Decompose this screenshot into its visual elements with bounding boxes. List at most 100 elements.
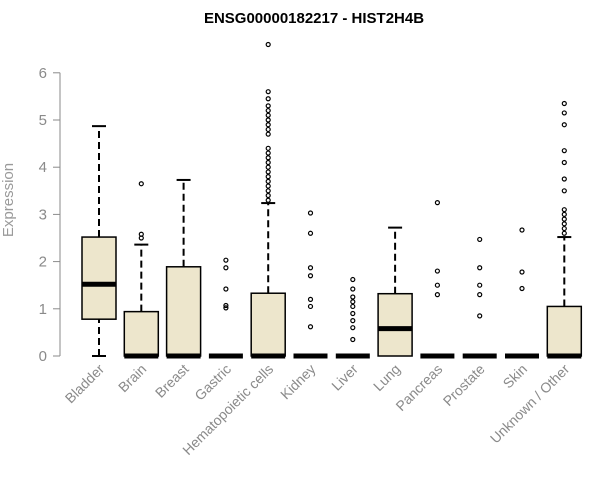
x-tick-label: Brain [115, 361, 149, 395]
outlier-point [265, 192, 271, 199]
outlier-point [561, 230, 567, 236]
outlier-point [265, 126, 271, 133]
outlier-point [561, 148, 567, 154]
outlier-point [350, 310, 356, 317]
outlier-point [265, 107, 271, 114]
box-group [462, 236, 497, 359]
box [377, 292, 413, 357]
outlier-point [561, 211, 567, 217]
x-tick-label: Bladder [62, 361, 108, 407]
outlier-point [477, 313, 483, 319]
outlier-point [265, 131, 271, 137]
outlier-point [138, 181, 144, 187]
y-tick-label: 1 [39, 301, 47, 318]
outlier-point [434, 200, 440, 206]
box-group [81, 125, 117, 357]
outlier-point [350, 299, 356, 305]
outlier-point [477, 236, 483, 243]
outlier-point [434, 292, 440, 298]
outlier-point [307, 296, 314, 302]
box-group [293, 210, 328, 359]
chart-title: ENSG00000182217 - HIST2H4B [204, 10, 424, 27]
x-tick-label: Breast [152, 361, 192, 401]
outlier-point [265, 89, 271, 95]
outlier-point [138, 231, 144, 237]
outlier-point [265, 164, 271, 170]
x-tick-label: Kidney [277, 361, 319, 403]
outlier-point [265, 122, 271, 128]
outlier-point [434, 282, 440, 288]
outlier-point [307, 210, 314, 216]
y-tick-label: 2 [39, 254, 47, 271]
outlier-point [265, 178, 271, 184]
outlier-point [350, 276, 356, 283]
outlier-point [265, 145, 271, 151]
outlier-point [561, 176, 567, 182]
outlier-point [350, 286, 356, 292]
outlier-point [477, 292, 483, 298]
box-group [335, 276, 370, 359]
outlier-point [561, 221, 567, 227]
outlier-point [519, 285, 525, 292]
outlier-point [265, 197, 271, 203]
outlier-point [561, 188, 567, 194]
outlier-point [223, 257, 229, 263]
outlier-point [307, 324, 314, 330]
outlier-point [265, 174, 271, 180]
box-group [377, 226, 413, 357]
outlier-point [265, 117, 271, 123]
outlier-point [265, 112, 271, 118]
box-group [505, 227, 539, 359]
outlier-point [350, 325, 356, 331]
box-group [208, 257, 243, 359]
outlier-point [477, 265, 483, 271]
box-group [420, 200, 455, 359]
outlier-point [561, 110, 567, 116]
box [546, 305, 583, 357]
box-group [165, 178, 202, 359]
y-tick-label: 6 [39, 65, 47, 82]
outlier-point [223, 302, 229, 309]
outlier-point [519, 227, 525, 233]
outlier-point [350, 303, 356, 310]
outlier-point [307, 265, 314, 271]
outlier-point [561, 207, 567, 213]
x-tick-label: Prostate [440, 361, 488, 409]
outlier-point [561, 159, 567, 166]
box [81, 236, 117, 320]
outlier-point [265, 150, 271, 156]
outlier-point [265, 41, 271, 48]
y-tick-label: 0 [39, 348, 47, 365]
outlier-point [350, 318, 356, 324]
x-tick-label: Unknown / Other [487, 361, 573, 447]
outlier-point [561, 122, 567, 128]
outlier-point [265, 188, 271, 194]
box-group [123, 181, 160, 359]
box-group [546, 100, 583, 359]
x-tick-label: Skin [500, 361, 531, 392]
outlier-point [307, 230, 314, 236]
x-tick-label: Lung [370, 361, 403, 394]
outlier-point [561, 100, 567, 107]
box-group [250, 41, 286, 359]
x-tick-label: Liver [328, 361, 361, 394]
y-tick-label: 5 [39, 112, 47, 129]
outlier-point [223, 265, 229, 271]
y-axis: 0 1 2 3 4 5 6 [39, 65, 61, 365]
outlier-point [265, 103, 271, 109]
box [165, 266, 202, 357]
outlier-point [265, 159, 271, 166]
outlier-point [265, 155, 271, 161]
outlier-point [434, 268, 440, 274]
outlier-point [265, 96, 271, 102]
y-tick-label: 4 [39, 159, 47, 176]
plot-area [81, 41, 583, 359]
box [250, 292, 286, 357]
outlier-point [265, 169, 271, 175]
box [123, 310, 160, 357]
outlier-point [350, 294, 356, 300]
x-tick-label: Pancreas [392, 361, 445, 414]
outlier-point [307, 273, 314, 279]
